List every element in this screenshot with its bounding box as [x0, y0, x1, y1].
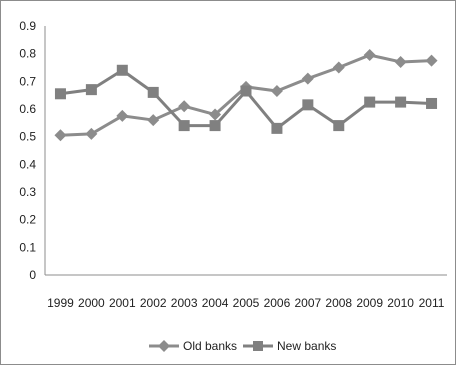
data-point-new-banks — [178, 120, 190, 132]
data-point-new-banks — [116, 64, 128, 76]
data-point-new-banks — [333, 120, 345, 132]
data-point-old-banks — [85, 127, 98, 140]
data-point-old-banks — [147, 114, 160, 127]
y-tick-label: 0.6 — [19, 102, 36, 116]
data-point-old-banks — [270, 85, 283, 98]
data-point-new-banks — [426, 97, 438, 109]
data-point-old-banks — [54, 129, 67, 142]
legend-item-new-banks: New banks — [243, 339, 336, 353]
data-point-new-banks — [302, 99, 314, 111]
data-point-new-banks — [147, 86, 159, 98]
data-point-new-banks — [54, 88, 66, 100]
data-point-old-banks — [178, 100, 191, 113]
y-tick-labels: 0 0.1 0.2 0.3 0.4 0.5 0.6 0.7 0.8 0.9 — [19, 19, 36, 282]
x-tick-label: 1999 — [47, 296, 74, 310]
data-point-old-banks — [332, 61, 345, 74]
x-tick-label: 2001 — [109, 296, 136, 310]
x-tick-label: 2002 — [140, 296, 167, 310]
data-point-new-banks — [364, 96, 376, 108]
data-point-old-banks — [116, 109, 129, 122]
legend-diamond-marker — [158, 340, 170, 352]
y-tick-label: 0.4 — [19, 157, 36, 171]
data-point-new-banks — [395, 96, 407, 108]
data-point-new-banks — [240, 85, 252, 97]
x-tick-label: 2005 — [233, 296, 260, 310]
x-tick-label: 2010 — [387, 296, 414, 310]
y-tick-label: 0.7 — [19, 74, 36, 88]
x-tick-label: 2011 — [419, 296, 445, 310]
data-point-old-banks — [394, 55, 407, 68]
y-tick-label: 0.9 — [19, 19, 36, 33]
data-point-old-banks — [209, 108, 222, 121]
y-tick-label: 0.2 — [19, 213, 36, 227]
legend: Old banks New banks — [149, 339, 336, 353]
data-point-new-banks — [209, 120, 221, 132]
data-point-old-banks — [301, 72, 314, 85]
x-tick-label: 2007 — [294, 296, 321, 310]
data-point-new-banks — [271, 122, 283, 134]
x-tick-label: 2006 — [264, 296, 291, 310]
x-tick-labels: 1999 2000 2001 2002 2003 2004 2005 2006 2007 2008… — [47, 296, 445, 310]
x-tick-label: 2003 — [171, 296, 198, 310]
data-point-new-banks — [85, 84, 97, 96]
x-tick-label: 2000 — [78, 296, 105, 310]
x-tick-label: 2009 — [356, 296, 383, 310]
legend-label-new-banks: New banks — [277, 339, 336, 353]
legend-item-old-banks: Old banks — [149, 339, 237, 353]
axes — [44, 26, 447, 276]
y-tick-label: 0.8 — [19, 47, 36, 61]
x-tick-label: 2004 — [202, 296, 229, 310]
data-point-old-banks — [425, 54, 438, 67]
x-tick-label: 2008 — [325, 296, 352, 310]
y-tick-label: 0.5 — [19, 130, 36, 144]
legend-square-marker — [253, 341, 263, 351]
series-lines — [54, 49, 438, 142]
y-tick-label: 0 — [29, 268, 36, 282]
data-point-old-banks — [363, 49, 376, 62]
legend-label-old-banks: Old banks — [183, 339, 237, 353]
y-tick-label: 0.3 — [19, 185, 36, 199]
y-tick-label: 0.1 — [19, 240, 36, 254]
